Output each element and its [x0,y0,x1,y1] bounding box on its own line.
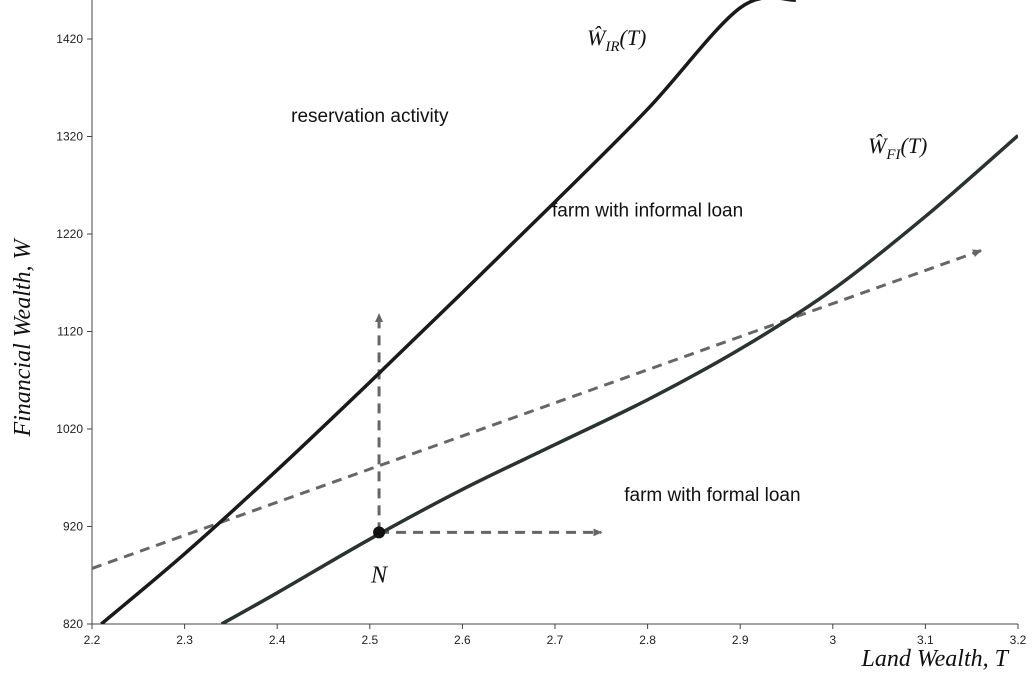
y-tick-label: 1020 [56,422,83,436]
curve-label-sub: IR [604,39,619,55]
x-axis-title: Land Wealth, T [861,646,1010,672]
y-ticks: 820 920 1020 1120 1220 1320 1420 [56,32,92,631]
point-n-marker [373,526,386,539]
curve-label-ir: ŴIR(T) [587,25,646,55]
region-informal: farm with informal loan [552,200,743,221]
curve-label-main: Ŵ [868,133,888,158]
y-tick-label: 920 [63,520,83,534]
x-tick-label: 2.7 [547,633,564,647]
x-tick-label: 3.2 [1010,633,1027,647]
y-tick-label: 1220 [56,227,83,241]
x-tick-label: 2.9 [732,633,749,647]
arrows [91,249,982,570]
curve-label-tail: (T) [901,133,928,158]
x-tick-label: 3.1 [917,633,934,647]
x-tick-label: 2.8 [639,633,656,647]
y-axis-title: Financial Wealth, W [10,237,36,437]
y-tick-label: 1420 [56,32,83,46]
curves [100,0,1018,624]
points: N [370,526,389,588]
curve-label-tail: (T) [620,25,647,50]
y-tick-label: 820 [63,617,83,631]
axes [91,0,1018,625]
region-reservation: reservation activity [291,106,449,127]
x-tick-label: 2.3 [176,633,193,647]
curve-label-main: Ŵ [587,25,607,50]
x-tick-label: 2.6 [454,633,471,647]
curve-label-fi: ŴFI(T) [868,133,927,163]
region-formal: farm with formal loan [624,485,800,506]
y-tick-label: 1120 [57,325,83,339]
budget-line-arrow [91,249,982,570]
curve-label-sub: FI [885,147,901,163]
y-tick-label: 1320 [56,130,83,144]
point-n-label: N [370,562,389,588]
x-tick-label: 3 [829,633,836,647]
x-tick-label: 2.2 [84,633,101,647]
curve-ir [100,0,797,624]
x-tick-label: 2.5 [361,633,378,647]
x-ticks: 2.2 2.3 2.4 2.5 2.6 2.7 2.8 2.9 3 3.1 3.2 [84,624,1027,647]
curve-fi [220,134,1018,624]
x-tick-label: 2.4 [269,633,286,647]
